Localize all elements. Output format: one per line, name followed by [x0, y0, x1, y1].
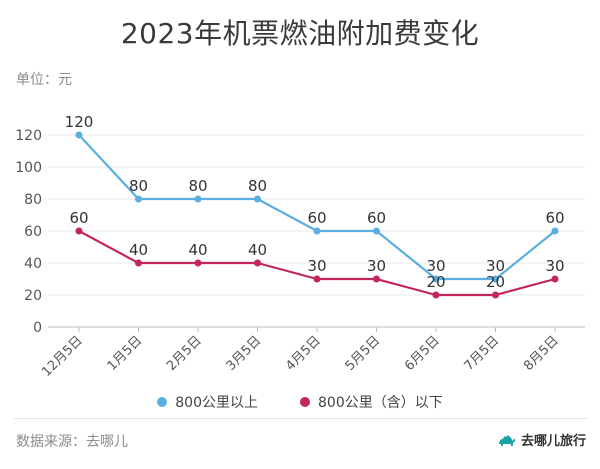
x-tick-label: 6月5日: [402, 333, 443, 374]
y-tick-label: 40: [24, 256, 42, 272]
y-tick-label: 0: [33, 320, 42, 336]
line-chart: 0 20 40 60 80 100 120 12月5日 1月5日 2月5日 3月5日 4月5日 5月5日…: [15, 113, 585, 380]
data-label: 60: [367, 209, 386, 227]
data-label: 40: [129, 241, 148, 259]
data-label: 30: [545, 257, 564, 275]
y-tick-label: 80: [24, 192, 42, 208]
brand-name: 去哪儿旅行: [520, 434, 586, 449]
y-tick-label: 120: [15, 128, 42, 144]
x-tick-label: 2月5日: [164, 333, 205, 374]
data-label: 30: [307, 257, 326, 275]
data-label: 40: [188, 241, 207, 259]
data-label: 20: [486, 273, 505, 291]
data-label: 30: [486, 257, 505, 275]
chart-title: 2023年机票燃油附加费变化: [120, 17, 480, 50]
data-point: [75, 131, 83, 139]
data-point: [254, 195, 261, 203]
data-point: [313, 275, 321, 283]
data-point: [432, 275, 440, 283]
data-point: [135, 195, 142, 203]
brand-logo: 去哪儿旅行: [497, 430, 586, 449]
x-tick-label: 5月5日: [343, 333, 384, 374]
data-label: 30: [426, 257, 445, 275]
data-label: 80: [188, 177, 207, 195]
data-point: [373, 275, 380, 283]
data-point: [313, 227, 321, 235]
x-tick-label: 12月5日: [39, 333, 86, 380]
data-point: [432, 291, 440, 299]
data-label: 80: [248, 177, 267, 195]
legend-item-series-1: 800公里以上: [157, 392, 258, 412]
data-label: 60: [307, 209, 326, 227]
footer-divider: [14, 418, 588, 419]
legend-item-series-2: 800公里（含）以下: [300, 392, 443, 412]
data-label: 40: [248, 241, 267, 259]
x-tick-label: 7月5日: [462, 333, 503, 374]
legend-label-series-2: 800公里（含）以下: [318, 395, 443, 411]
chart-legend: 800公里以上 800公里（含）以下: [0, 392, 600, 412]
series-1: 120 80 80 80 60 60 30 30 60: [65, 113, 565, 283]
data-point: [194, 259, 202, 267]
data-point: [492, 291, 499, 299]
data-source: 数据来源：去哪儿: [16, 434, 128, 450]
data-label: 60: [545, 209, 564, 227]
data-point: [254, 259, 261, 267]
data-point: [75, 227, 83, 235]
unit-label: 单位：元: [16, 72, 72, 88]
x-tick-label: 1月5日: [105, 333, 146, 374]
data-point: [194, 195, 202, 203]
data-point: [373, 227, 380, 235]
data-point: [492, 275, 499, 283]
legend-marker-series-2: [300, 397, 310, 407]
x-tick-label: 3月5日: [224, 333, 265, 374]
data-point: [551, 227, 559, 235]
data-label: 80: [129, 177, 148, 195]
data-point: [135, 259, 142, 267]
y-tick-label: 60: [24, 224, 42, 240]
data-label: 60: [69, 209, 88, 227]
y-tick-label: 20: [24, 288, 42, 304]
data-label: 20: [426, 273, 445, 291]
camel-logo-icon: [498, 435, 516, 446]
x-tick-label: 8月5日: [521, 333, 562, 374]
legend-label-series-1: 800公里以上: [175, 395, 258, 411]
data-label: 120: [65, 113, 94, 131]
x-tick-label: 4月5日: [283, 333, 324, 374]
legend-marker-series-1: [157, 397, 168, 407]
data-point: [551, 275, 559, 283]
y-tick-label: 100: [15, 160, 42, 176]
data-label: 30: [367, 257, 386, 275]
